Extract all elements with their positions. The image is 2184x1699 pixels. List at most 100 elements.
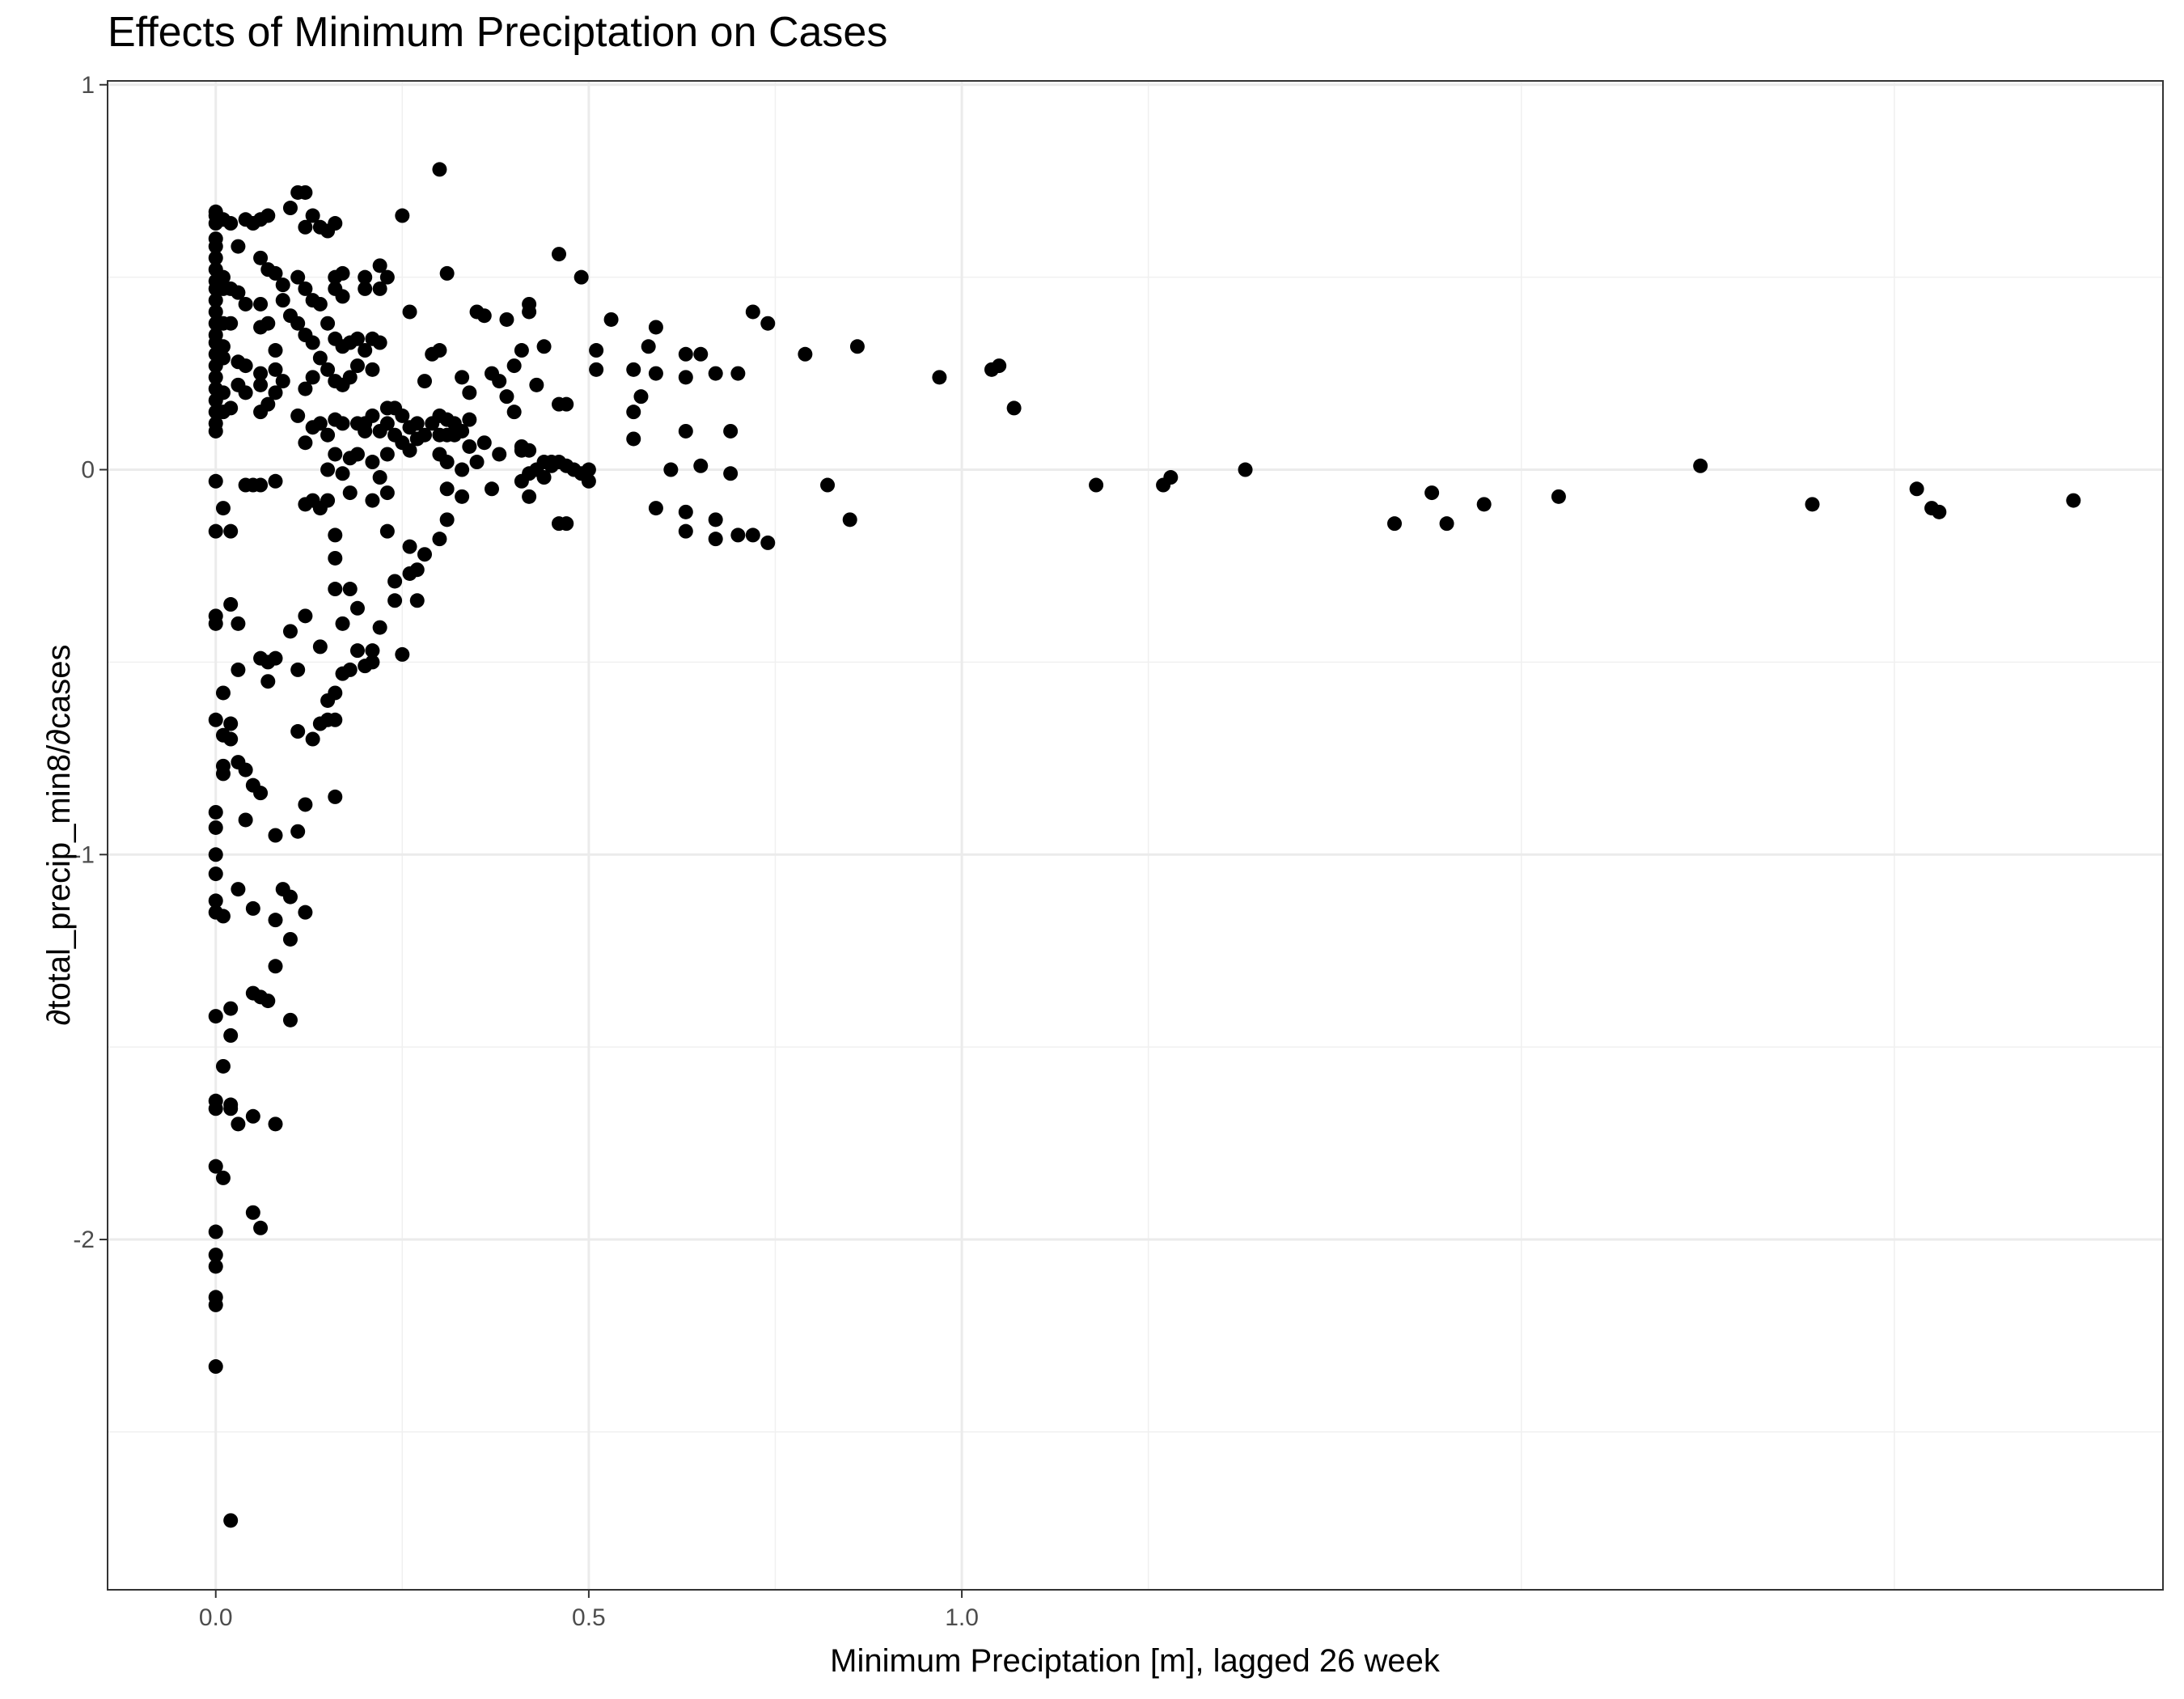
data-point	[626, 431, 641, 447]
data-point	[223, 1513, 239, 1528]
data-point	[589, 362, 604, 377]
data-point	[409, 416, 425, 431]
data-point	[678, 370, 693, 385]
data-point	[365, 655, 380, 670]
data-point	[290, 662, 306, 677]
data-point	[223, 1001, 239, 1016]
data-point	[395, 208, 410, 223]
data-point	[522, 489, 537, 504]
data-point	[633, 389, 649, 405]
data-point	[439, 512, 455, 527]
data-point	[328, 550, 343, 566]
data-point	[328, 789, 343, 804]
y-tick-label: -1	[73, 841, 95, 868]
x-axis-title: Minimum Preciptation [m], lagged 26 week	[830, 1643, 1441, 1679]
data-point	[268, 650, 283, 666]
data-point	[208, 1224, 223, 1239]
data-point	[589, 343, 604, 358]
data-point	[305, 731, 320, 747]
data-point	[536, 339, 552, 354]
data-point	[372, 620, 387, 635]
data-point	[514, 343, 529, 358]
y-tick-label: 0	[81, 457, 95, 484]
data-point	[439, 265, 455, 281]
x-tick-label: 0.5	[572, 1604, 606, 1631]
data-point	[417, 427, 432, 443]
data-point	[312, 416, 328, 431]
data-point	[708, 512, 723, 527]
data-point	[320, 462, 336, 477]
plot-border	[107, 80, 2164, 1591]
data-point	[238, 296, 253, 311]
data-point	[208, 820, 223, 835]
data-point	[260, 674, 276, 689]
data-point	[379, 269, 395, 285]
x-tick-label: 0.0	[199, 1604, 233, 1631]
data-point	[492, 447, 507, 462]
data-point	[730, 527, 746, 543]
data-point	[215, 1170, 231, 1185]
data-point	[268, 362, 283, 377]
data-point	[320, 316, 336, 331]
data-point	[298, 608, 313, 624]
y-tick-label: -2	[73, 1227, 95, 1253]
data-point	[245, 1205, 260, 1220]
data-point	[462, 412, 477, 427]
data-point	[305, 370, 320, 385]
data-point	[387, 593, 403, 608]
data-point	[253, 250, 269, 265]
data-point	[455, 462, 470, 477]
data-point	[648, 501, 663, 516]
data-point	[349, 331, 365, 346]
data-point	[215, 269, 231, 285]
data-point	[208, 239, 223, 254]
data-point	[290, 316, 306, 331]
data-point	[208, 893, 223, 909]
data-point	[208, 1159, 223, 1174]
data-point	[335, 289, 350, 304]
data-point	[379, 485, 395, 501]
data-point	[290, 824, 306, 839]
data-point	[499, 311, 514, 327]
data-point	[298, 797, 313, 812]
data-point	[320, 493, 336, 508]
data-point	[328, 582, 343, 597]
data-point	[663, 462, 679, 477]
data-point	[626, 405, 641, 420]
data-point	[208, 370, 223, 385]
data-point	[358, 423, 373, 439]
data-point	[208, 293, 223, 308]
data-point	[298, 219, 313, 235]
data-point	[745, 304, 760, 320]
data-point	[215, 501, 231, 516]
data-point	[328, 685, 343, 701]
data-point	[529, 377, 544, 392]
data-point	[574, 269, 589, 285]
data-point	[275, 374, 290, 389]
data-point	[402, 539, 417, 554]
data-point	[365, 408, 380, 423]
data-point	[238, 385, 253, 400]
data-point	[282, 624, 298, 639]
data-point	[439, 455, 455, 470]
data-point	[559, 516, 574, 532]
data-point	[522, 443, 537, 458]
data-point	[208, 712, 223, 727]
data-point	[522, 296, 537, 311]
data-point	[2066, 493, 2081, 508]
data-point	[626, 362, 641, 377]
data-point	[335, 616, 350, 631]
data-point	[1693, 458, 1708, 473]
data-point	[215, 1058, 231, 1074]
data-point	[603, 311, 619, 327]
data-point	[335, 466, 350, 481]
data-point	[215, 339, 231, 354]
data-point	[365, 643, 380, 659]
data-point	[231, 239, 246, 254]
data-point	[469, 455, 485, 470]
data-point	[245, 900, 260, 916]
data-point	[708, 532, 723, 547]
data-point	[268, 913, 283, 928]
data-point	[342, 662, 358, 677]
